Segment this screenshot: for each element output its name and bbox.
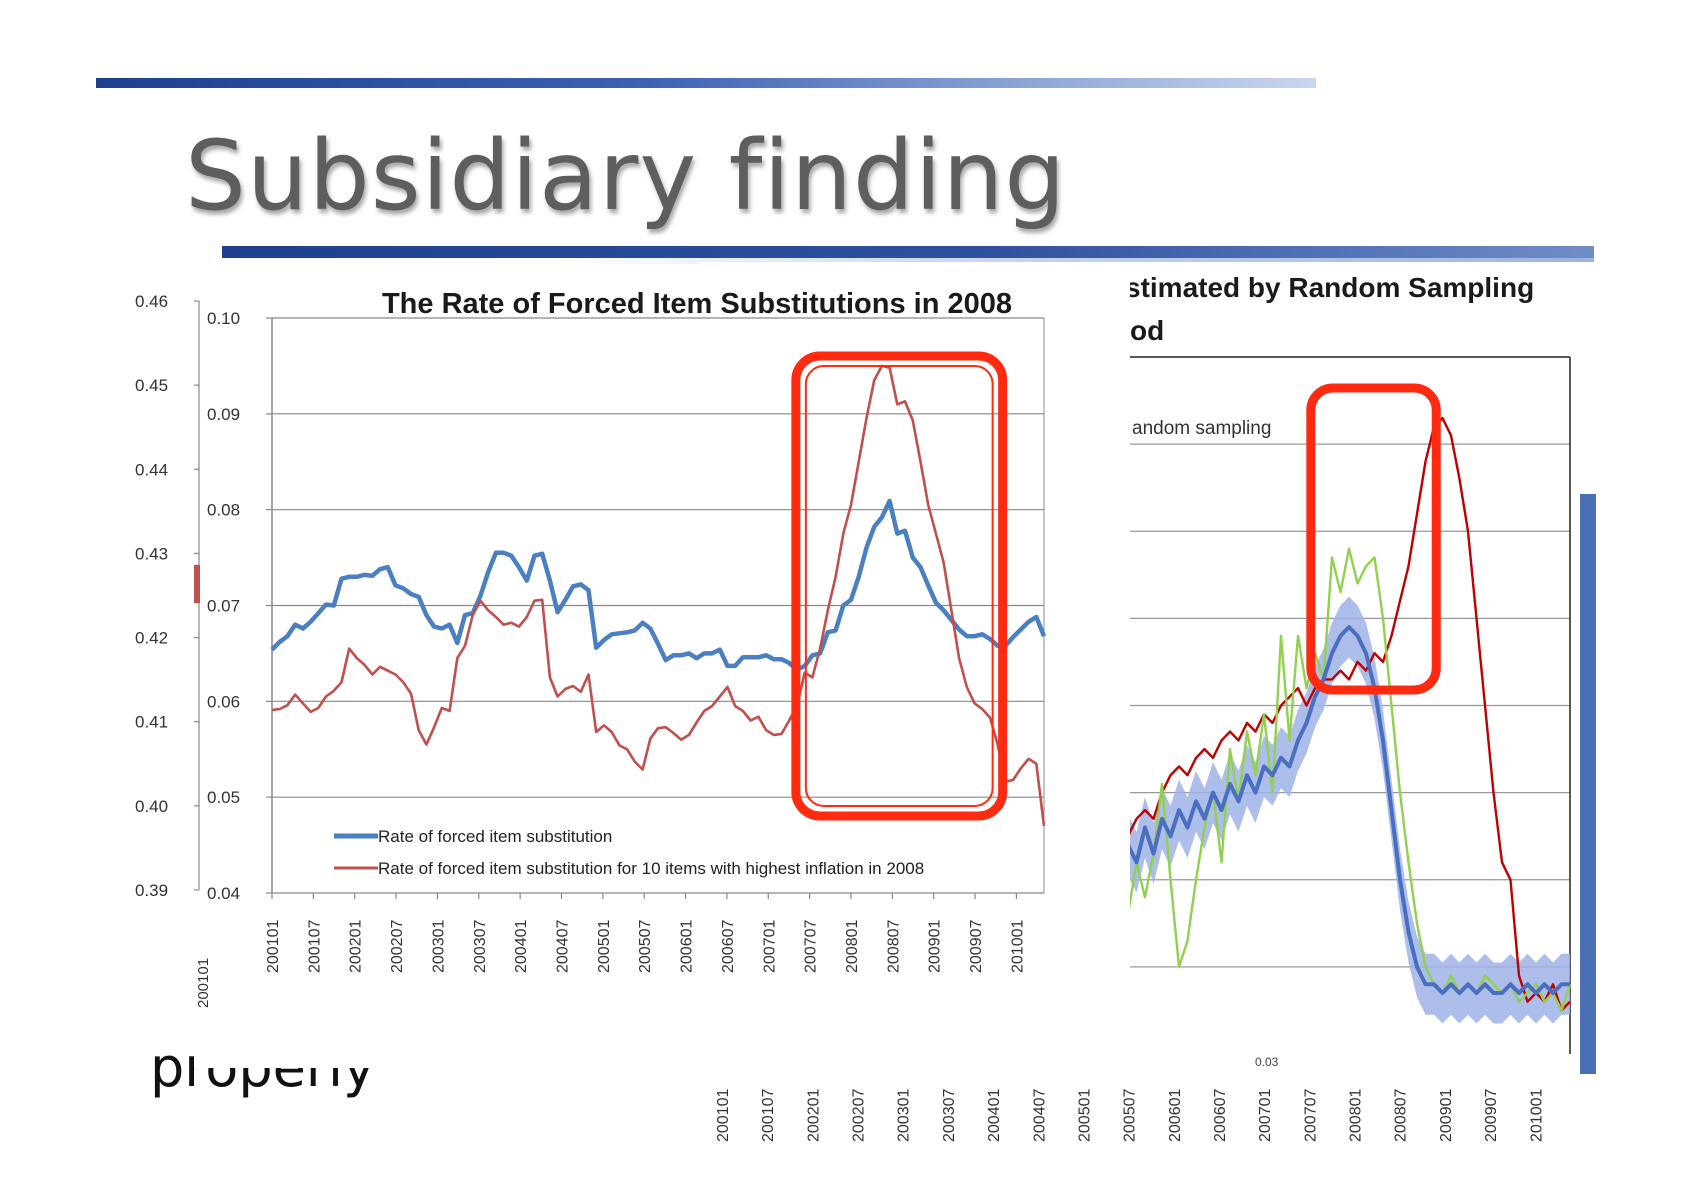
x-tick-label: 200907 xyxy=(1483,1089,1500,1142)
x-tick-label: 200307 xyxy=(472,920,489,973)
forced-substitution-chart: The Rate of Forced Item Substitutions in… xyxy=(135,268,1130,1068)
x-tick-label: 200101 xyxy=(715,1089,732,1142)
chart-left-y-ticks: 0.10 0.09 0.08 0.07 0.06 0.05 0.04 xyxy=(207,309,272,903)
x-tick-label: 200207 xyxy=(851,1089,868,1142)
x-tick-label: 200901 xyxy=(927,920,944,973)
x-tick-label: 200307 xyxy=(941,1089,958,1142)
series-line-red xyxy=(1059,416,1571,1012)
chart-right-title-fragment-2: od xyxy=(1130,315,1164,346)
chart-legend: Rate of forced item substitution Rate of … xyxy=(334,827,924,878)
outer-tick-label: 0.45 xyxy=(135,376,168,395)
chart-left-x-ticks: 200101 200107 200201 200207 200301 200307 2004… xyxy=(265,893,1026,973)
x-tick-label: 200601 xyxy=(679,920,696,973)
outer-tick-label: 0.40 xyxy=(135,797,168,816)
x-tick-label: 200807 xyxy=(1393,1089,1410,1142)
outer-axis-mask xyxy=(204,880,274,1060)
x-tick-label: 200601 xyxy=(1167,1089,1184,1142)
x-tick-label: 200207 xyxy=(389,920,406,973)
x-tick-label: 200401 xyxy=(513,920,530,973)
x-tick-label: 200507 xyxy=(637,920,654,973)
x-tick-label: 200107 xyxy=(760,1089,777,1142)
x-tick-label: 200301 xyxy=(430,920,447,973)
series-line-forced-substitution xyxy=(270,498,1047,672)
x-tick-label: 200201 xyxy=(348,920,365,973)
x-tick-label: 200807 xyxy=(885,920,902,973)
x-tick-label: 200801 xyxy=(844,920,861,973)
x-tick-label: 200801 xyxy=(1348,1089,1365,1142)
y-tick-label: 0.10 xyxy=(207,309,240,328)
x-tick-label: 201001 xyxy=(1528,1089,1545,1142)
chart-left-highlight-inner xyxy=(804,365,994,807)
chart-title: The Rate of Forced Item Substitutions in… xyxy=(382,288,1012,320)
x-tick-label: 200907 xyxy=(968,920,985,973)
x-tick-label: 200607 xyxy=(720,920,737,973)
outer-tick-label: 0.46 xyxy=(135,292,168,311)
x-tick-label: 200901 xyxy=(1438,1089,1455,1142)
title-underline-fade xyxy=(560,258,1594,264)
x-tick-label: 200401 xyxy=(986,1089,1003,1142)
x-tick-label: 201001 xyxy=(1009,920,1026,973)
x-tick-label: 200501 xyxy=(1076,1089,1093,1142)
x-tick-label: 200707 xyxy=(1302,1089,1319,1142)
outer-y-axis: 0.46 0.45 0.44 0.43 0.42 0.41 0.40 0.39 200101 xyxy=(135,292,274,1060)
y-tick-label: 0.05 xyxy=(207,788,240,807)
chart-right-edge-strip xyxy=(1580,494,1596,1074)
x-tick-label: 200107 xyxy=(306,920,323,973)
legend-label: Rate of forced item substitution xyxy=(378,827,612,846)
x-tick-label: 200407 xyxy=(555,920,572,973)
outer-x-tick-partial: 200101 xyxy=(195,958,212,1008)
chart-right-title-fragment-1: stimated by Random Sampling xyxy=(1125,272,1534,303)
outer-tick-label: 0.39 xyxy=(135,881,168,900)
x-tick-label: 200101 xyxy=(265,920,282,973)
title-underline-bar xyxy=(222,246,1594,258)
y-tick-label: 0.09 xyxy=(207,405,240,424)
x-tick-label: 200201 xyxy=(805,1089,822,1142)
chart-left-highlight-box xyxy=(791,351,1008,821)
outer-axis-legend-swatch xyxy=(194,565,200,603)
x-tick-label: 200701 xyxy=(1257,1089,1274,1142)
x-tick-label: 200701 xyxy=(761,920,778,973)
outer-tick-label: 0.44 xyxy=(135,460,168,479)
y-tick-label: 0.06 xyxy=(207,692,240,711)
series-line-blue xyxy=(1058,625,1570,995)
legend-label: Rate of forced item substitution for 10 … xyxy=(378,859,924,878)
chart-left-background xyxy=(194,268,1130,1068)
outer-tick-label: 0.41 xyxy=(135,713,168,732)
slide-title: Subsidiary finding xyxy=(185,120,1067,232)
y-tick-label: 0.04 xyxy=(207,884,240,903)
chart-right-axis-label-partial: 0.03 xyxy=(1255,1055,1279,1069)
x-tick-label: 200301 xyxy=(896,1089,913,1142)
chart-left-series xyxy=(270,364,1047,827)
outer-tick-label: 0.42 xyxy=(135,629,168,648)
x-tick-label: 200507 xyxy=(1122,1089,1139,1142)
y-tick-label: 0.07 xyxy=(207,597,240,616)
x-tick-label: 200607 xyxy=(1212,1089,1229,1142)
chart-right-highlight-box xyxy=(1306,383,1441,695)
chart-right-legend-fragment: andom sampling xyxy=(1132,418,1271,439)
x-tick-label: 200501 xyxy=(596,920,613,973)
outer-tick-label: 0.43 xyxy=(135,544,168,563)
x-tick-label: 200407 xyxy=(1031,1089,1048,1142)
x-tick-label: 200707 xyxy=(803,920,820,973)
chart-right-x-ticks: 200101 200107 200201 200207 200301 200307 2004… xyxy=(715,1089,1545,1142)
y-tick-label: 0.08 xyxy=(207,501,240,520)
top-accent-bar xyxy=(96,78,1316,88)
series-line-high-inflation-items xyxy=(271,364,1046,827)
